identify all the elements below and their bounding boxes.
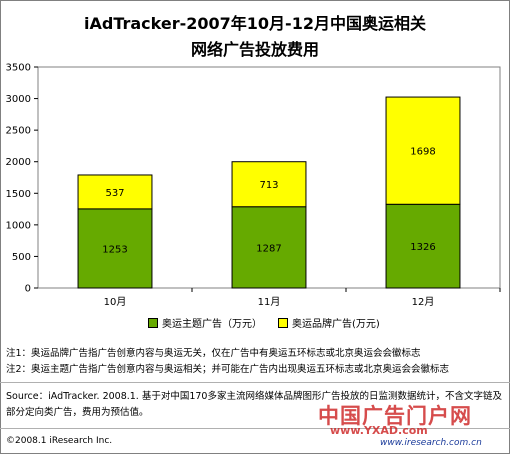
legend-label-brand: 奥运品牌广告(万元) <box>292 319 380 330</box>
legend-item-brand: 奥运品牌广告(万元) <box>278 315 380 330</box>
chart-title-line1: iAdTracker-2007年10月-12月中国奥运相关 <box>84 14 426 33</box>
legend-label-theme: 奥运主题广告（万元） <box>162 319 262 330</box>
watermark-url: www.YXAD.com <box>330 424 428 437</box>
watermark-site: www.iresearch.com.cn <box>380 438 482 448</box>
bar-chart: 0 500 1000 1500 2000 2500 3000 3500 1253 537 10月 12… <box>6 63 501 308</box>
bar-theme <box>385 203 461 289</box>
y-tick-label: 3500 <box>6 63 31 74</box>
x-tick-label: 12月 <box>412 296 435 308</box>
bar-brand <box>231 161 307 208</box>
legend-swatch-theme <box>148 317 158 328</box>
data-label: 1698 <box>410 147 435 158</box>
y-tick-label: 1500 <box>6 189 31 200</box>
y-tick-label: 2500 <box>6 126 31 137</box>
bar-brand <box>385 96 461 205</box>
bar-theme <box>77 208 153 289</box>
chart-legend: 奥运主题广告（万元） 奥运品牌广告(万元) <box>148 315 396 330</box>
data-label: 1253 <box>102 244 127 255</box>
y-tick-label: 500 <box>12 252 31 263</box>
chart-title-line2: 网络广告投放费用 <box>190 40 319 59</box>
watermark-logo: 中国广告门户网 <box>318 404 472 428</box>
divider <box>0 428 510 429</box>
y-tick-label: 2000 <box>6 157 31 168</box>
notes: 注1：奥运品牌广告指广告创意内容与奥运无关，仅在广告中有奥运五环标志或北京奥运会… <box>6 346 449 378</box>
data-label: 537 <box>105 188 124 199</box>
legend-item-theme: 奥运主题广告（万元） <box>148 315 262 330</box>
x-tick-label: 10月 <box>104 296 127 308</box>
note-2: 注2：奥运主题广告指广告创意内容与奥运相关；并可能在广告内出现奥运五环标志或北京… <box>6 364 450 375</box>
y-tick-label: 3000 <box>6 94 31 105</box>
bar-brand <box>77 174 153 210</box>
copyright-text: ©2008.1 iResearch Inc. <box>6 436 113 446</box>
divider <box>0 382 510 383</box>
legend-swatch-brand <box>278 317 288 328</box>
data-label: 713 <box>259 180 278 191</box>
y-tick-label: 1000 <box>6 220 31 231</box>
y-tick-label: 0 <box>25 284 31 295</box>
data-label: 1326 <box>410 242 435 253</box>
note-1: 注1：奥运品牌广告指广告创意内容与奥运无关，仅在广告中有奥运五环标志或北京奥运会… <box>6 348 421 359</box>
x-tick-label: 11月 <box>258 296 281 308</box>
source-text: Source：iAdTracker. 2008.1. 基于对中国170多家主流网… <box>6 391 502 418</box>
data-label: 1287 <box>256 243 281 254</box>
